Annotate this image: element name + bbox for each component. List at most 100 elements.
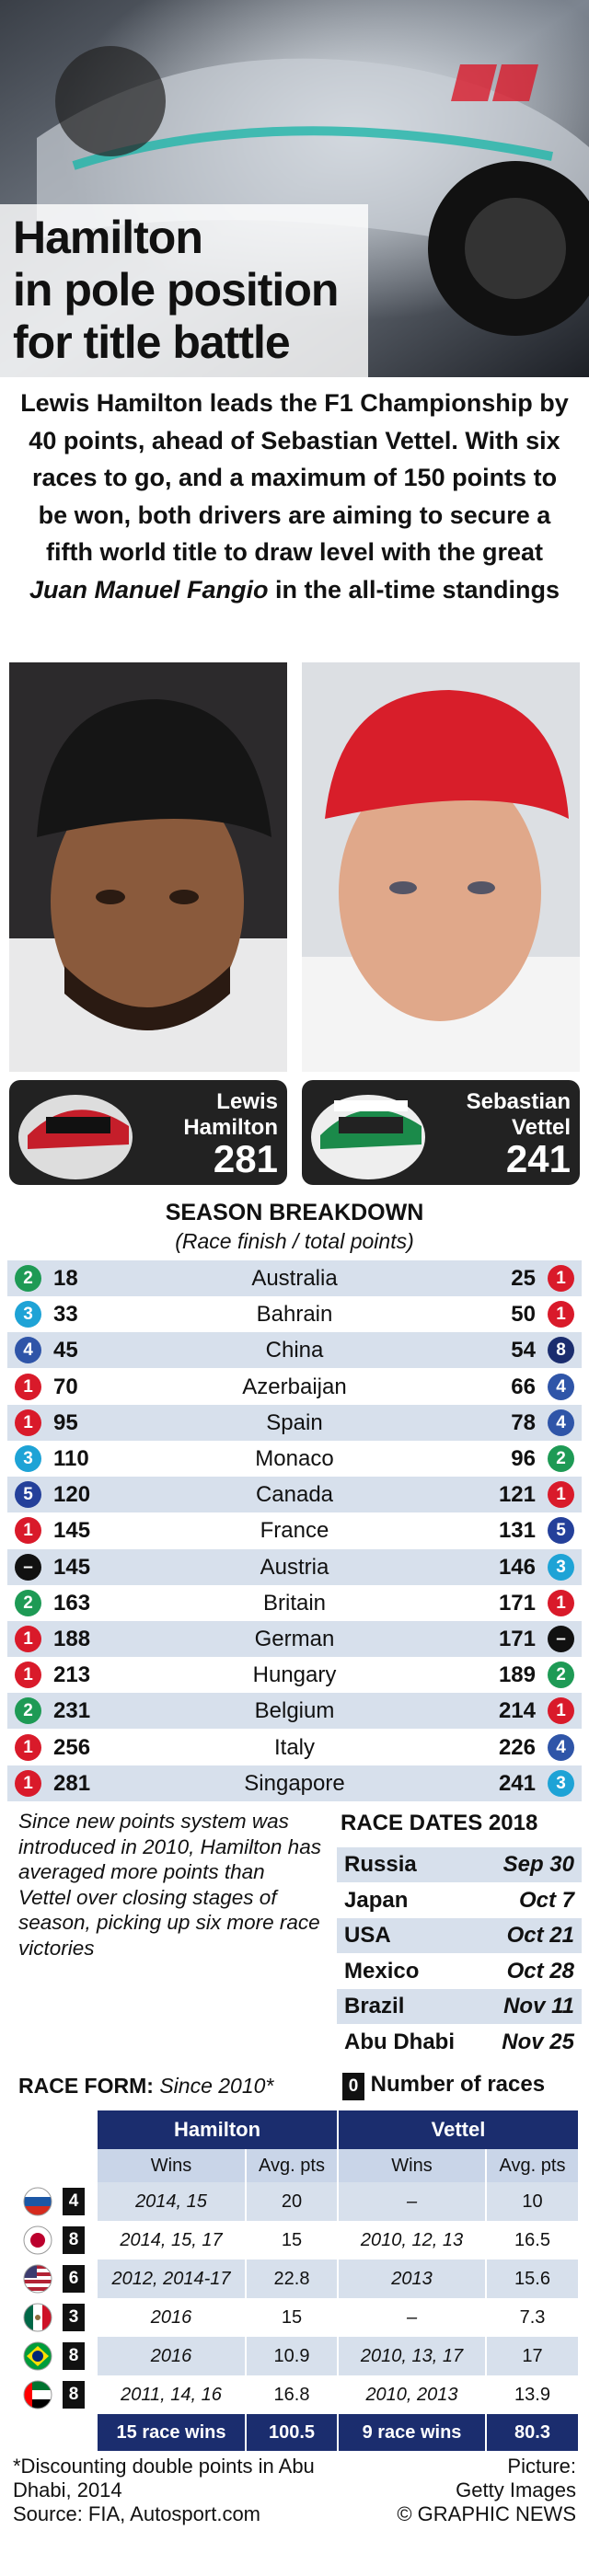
season-row: 5 120 Canada 121 1 [7, 1477, 582, 1513]
vettel-avg: 16.5 [485, 2221, 578, 2260]
hero-photo [0, 0, 589, 377]
race-count: 8 [63, 2226, 85, 2254]
vettel-points: 25 [511, 1266, 536, 1291]
totals-row: 15 race wins 100.5 9 race wins 80.3 [18, 2414, 578, 2451]
title-line: for title battle [13, 316, 291, 368]
flag-cell: 6 [18, 2260, 98, 2298]
driver-header: Hamilton [98, 2110, 338, 2149]
hamilton-wins: 2016 [98, 2337, 246, 2375]
race: Canada [255, 1482, 334, 1508]
vettel-wins: 2013 [337, 2260, 486, 2298]
season-row: 1 256 Italy 226 4 [7, 1729, 582, 1765]
race: Abu Dhabi [344, 2029, 455, 2054]
driver-last: Vettel [511, 1115, 571, 1140]
hamilton-points: 95 [53, 1409, 78, 1435]
vettel-points: 131 [498, 1518, 536, 1544]
hamilton-points: 18 [53, 1266, 78, 1291]
flag-cell: 8 [18, 2375, 98, 2414]
total-vettel-avg: 80.3 [485, 2414, 578, 2451]
race: Singapore [244, 1770, 345, 1796]
season-row: 1 95 Spain 78 4 [7, 1404, 582, 1441]
header-row: Hamilton Vettel [18, 2110, 578, 2149]
hamilton-points: 256 [53, 1734, 91, 1760]
hamilton-points: 70 [53, 1374, 78, 1399]
race: Australia [251, 1266, 338, 1291]
vettel-points: 66 [511, 1374, 536, 1399]
race: Monaco [255, 1446, 334, 1471]
vettel-finish: 3 [548, 1769, 574, 1797]
race: Spain [266, 1409, 323, 1435]
season-row: 3 110 Monaco 96 2 [7, 1441, 582, 1477]
hamilton-points: 120 [53, 1482, 91, 1508]
hamilton-finish: 4 [15, 1337, 41, 1364]
season-row: 1 145 France 131 5 [7, 1512, 582, 1549]
race: German [254, 1627, 335, 1651]
driver-first: Sebastian [466, 1089, 571, 1114]
race-count: 3 [63, 2304, 85, 2331]
vettel-points: 50 [511, 1302, 536, 1328]
season-row: –145 Austria 146 3 [7, 1548, 582, 1585]
flag-cell: 3 [18, 2298, 98, 2337]
vettel-avg: 7.3 [485, 2298, 578, 2337]
hamilton-card: Lewis Hamilton 281 [9, 1080, 287, 1185]
season-row: 1 70 Azerbaijan 66 4 [7, 1368, 582, 1405]
legend-label: Number of races [370, 2072, 546, 2097]
hamilton-points: 213 [53, 1662, 91, 1688]
hamilton-points: 188 [53, 1627, 91, 1651]
intro-text: Lewis Hamilton leads the F1 Championship… [20, 389, 569, 566]
intro-text-end: in the all-time standings [275, 575, 560, 604]
vettel-avg: 15.6 [485, 2260, 578, 2298]
legend-sample: 0 [342, 2073, 364, 2100]
race-count: 6 [63, 2265, 85, 2293]
flag-cell: 8 [18, 2221, 98, 2260]
hamilton-avg: 20 [245, 2182, 338, 2221]
hamilton-points: 145 [53, 1518, 91, 1544]
hamilton-avg: 22.8 [245, 2260, 338, 2298]
season-row: 4 45 China 54 8 [7, 1332, 582, 1369]
hamilton-points: 45 [53, 1338, 78, 1363]
race-count: 8 [63, 2342, 85, 2370]
vettel-points: 78 [511, 1409, 536, 1435]
hero-image [0, 0, 589, 377]
hamilton-finish: 5 [15, 1481, 41, 1509]
section-subtitle: (Race finish / total points) [175, 1229, 414, 1253]
vettel-finish: 1 [548, 1265, 574, 1292]
vettel-finish: – [548, 1626, 574, 1652]
season-row: 2 18 Australia 25 1 [7, 1260, 582, 1296]
hamilton-finish: 2 [15, 1265, 41, 1292]
spacer [18, 2414, 98, 2451]
race: Hungary [252, 1662, 337, 1688]
column-header: Avg. pts [245, 2149, 338, 2182]
hamilton-points: 110 [53, 1446, 89, 1471]
vettel-points: 146 [498, 1554, 536, 1580]
form-row: 8 2014, 15, 17 15 2010, 12, 13 16.5 [18, 2221, 578, 2260]
vettel-photo [302, 662, 580, 1072]
footer-left: *Discounting double points in Abu Dhabi,… [13, 2455, 326, 2526]
vettel-points: 171 [498, 1627, 536, 1651]
race: Japan [344, 1887, 409, 1913]
total-hamilton-avg: 100.5 [245, 2414, 338, 2451]
vettel-finish: 4 [548, 1733, 574, 1761]
hamilton-points: 231 [53, 1698, 91, 1724]
vettel-card: Sebastian Vettel 241 [302, 1080, 580, 1185]
title-line: Hamilton [13, 212, 203, 263]
hamilton-points: 281 [53, 1770, 91, 1796]
hamilton-wins: 2014, 15 [98, 2182, 246, 2221]
hamilton-avg: 10.9 [245, 2337, 338, 2375]
date: Oct 21 [506, 1923, 574, 1948]
hamilton-points: 163 [53, 1590, 91, 1616]
hamilton-finish: 2 [15, 1697, 41, 1725]
hamilton-points: 33 [53, 1302, 78, 1328]
date: Nov 25 [502, 2029, 574, 2054]
hamilton-wins: 2016 [98, 2298, 246, 2337]
title: Hamilton in pole position for title battle [0, 204, 368, 377]
vettel-finish: 2 [548, 1445, 574, 1472]
form-row: 8 2011, 14, 16 16.8 2010, 2013 13.9 [18, 2375, 578, 2414]
flag-cell: 8 [18, 2337, 98, 2375]
race: Italy [273, 1734, 315, 1760]
flag [23, 2187, 52, 2216]
spacer [18, 2149, 98, 2182]
hamilton-finish: 1 [15, 1662, 41, 1689]
vettel-points: 121 [498, 1482, 536, 1508]
credit: Getty Images [456, 2478, 576, 2501]
